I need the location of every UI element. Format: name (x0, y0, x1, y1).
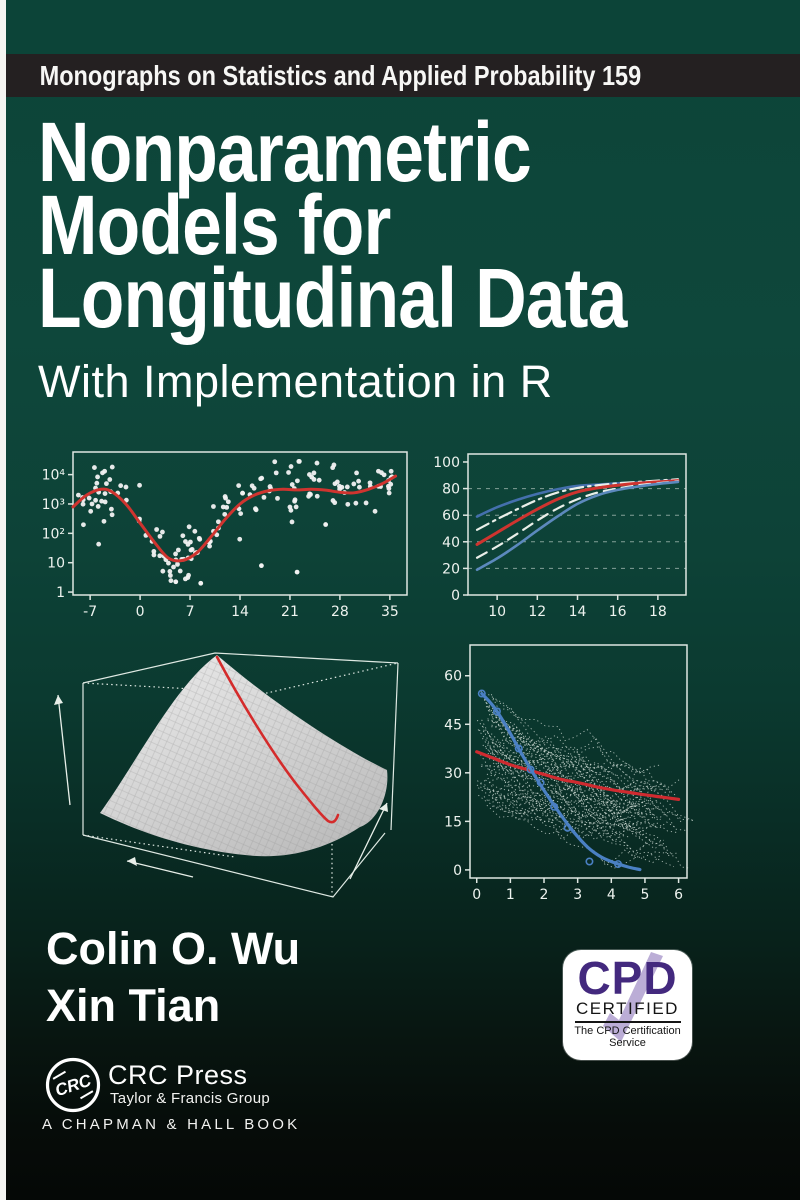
y-axis-arrow (349, 802, 388, 880)
cpd-swoosh-icon (603, 952, 663, 1042)
series-banner: Monographs on Statistics and Applied Pro… (6, 54, 800, 97)
chart-confidence-bands: 10 12 14 16 18 0 20 40 60 80 100 (433, 453, 687, 620)
svg-text:0: 0 (453, 863, 462, 879)
svg-text:10⁴: 10⁴ (42, 468, 66, 484)
svg-text:35: 35 (381, 604, 399, 620)
svg-text:1: 1 (506, 887, 515, 903)
book-title: Nonparametric Models for Longitudinal Da… (38, 105, 730, 345)
svg-text:10: 10 (47, 556, 65, 572)
cpd-divider (574, 1021, 681, 1023)
title-line-3: Longitudinal Data (38, 251, 627, 345)
cover-left-edge (0, 0, 6, 1200)
svg-text:18: 18 (649, 604, 667, 620)
svg-text:12: 12 (528, 604, 546, 620)
svg-text:30: 30 (444, 766, 462, 782)
wireframe-box (82, 652, 399, 898)
svg-text:2: 2 (540, 887, 549, 903)
cpd-certified-text: CERTIFIED (576, 999, 679, 1018)
svg-text:40: 40 (442, 535, 460, 551)
svg-text:0: 0 (136, 604, 145, 620)
svg-text:3: 3 (573, 887, 582, 903)
svg-text:7: 7 (186, 604, 195, 620)
authors: Colin O. Wu Xin Tian (46, 920, 300, 1034)
crc-monogram-icon: CRC (45, 1057, 101, 1113)
chart-viral-load-log-scatter: -7 0 7 14 21 28 35 1 10 10² 10³ 10⁴ (42, 451, 408, 620)
svg-text:15: 15 (444, 814, 462, 830)
svg-text:4: 4 (607, 887, 616, 903)
svg-text:6: 6 (674, 887, 683, 903)
svg-text:45: 45 (444, 717, 462, 733)
publisher-name: CRC Press (108, 1060, 248, 1090)
svg-text:10²: 10² (42, 526, 65, 542)
x-axis-arrow (126, 860, 194, 878)
surface-mesh (100, 655, 388, 857)
svg-text:0: 0 (451, 588, 460, 604)
red-section-curve (215, 655, 340, 824)
title-line-2: Models for (38, 178, 391, 272)
cpd-acronym: CPD (577, 952, 678, 1004)
author-2: Xin Tian (46, 980, 221, 1031)
z-axis-arrow (57, 694, 71, 806)
cpd-service-line-2: Service (609, 1037, 646, 1049)
series-banner-text: Monographs on Statistics and Applied Pro… (39, 59, 642, 91)
svg-text:14: 14 (231, 604, 249, 620)
svg-text:60: 60 (442, 508, 460, 524)
svg-text:10: 10 (488, 604, 506, 620)
svg-text:80: 80 (442, 482, 460, 498)
svg-text:100: 100 (433, 455, 460, 471)
author-1: Colin O. Wu (46, 923, 301, 974)
svg-text:20: 20 (442, 561, 460, 577)
svg-text:1: 1 (56, 585, 65, 601)
title-line-1: Nonparametric (38, 105, 532, 199)
svg-text:60: 60 (444, 669, 462, 685)
imprint-line: A CHAPMAN & HALL BOOK (42, 1116, 301, 1133)
svg-text:14: 14 (569, 604, 587, 620)
axis-arrows (54, 694, 388, 880)
svg-text:0: 0 (472, 887, 481, 903)
svg-text:28: 28 (331, 604, 349, 620)
publisher-group: Taylor & Francis Group (110, 1090, 270, 1107)
chart-3d-surface (54, 652, 399, 898)
book-subtitle: With Implementation in R (38, 356, 553, 407)
svg-text:10³: 10³ (42, 497, 65, 513)
cpd-certified-badge: CPD CERTIFIED The CPD Certification Serv… (563, 950, 692, 1060)
svg-text:21: 21 (281, 604, 299, 620)
svg-text:-7: -7 (83, 604, 97, 620)
svg-text:16: 16 (609, 604, 627, 620)
svg-text:5: 5 (640, 887, 649, 903)
cpd-service-line-1: The CPD Certification (574, 1025, 681, 1037)
